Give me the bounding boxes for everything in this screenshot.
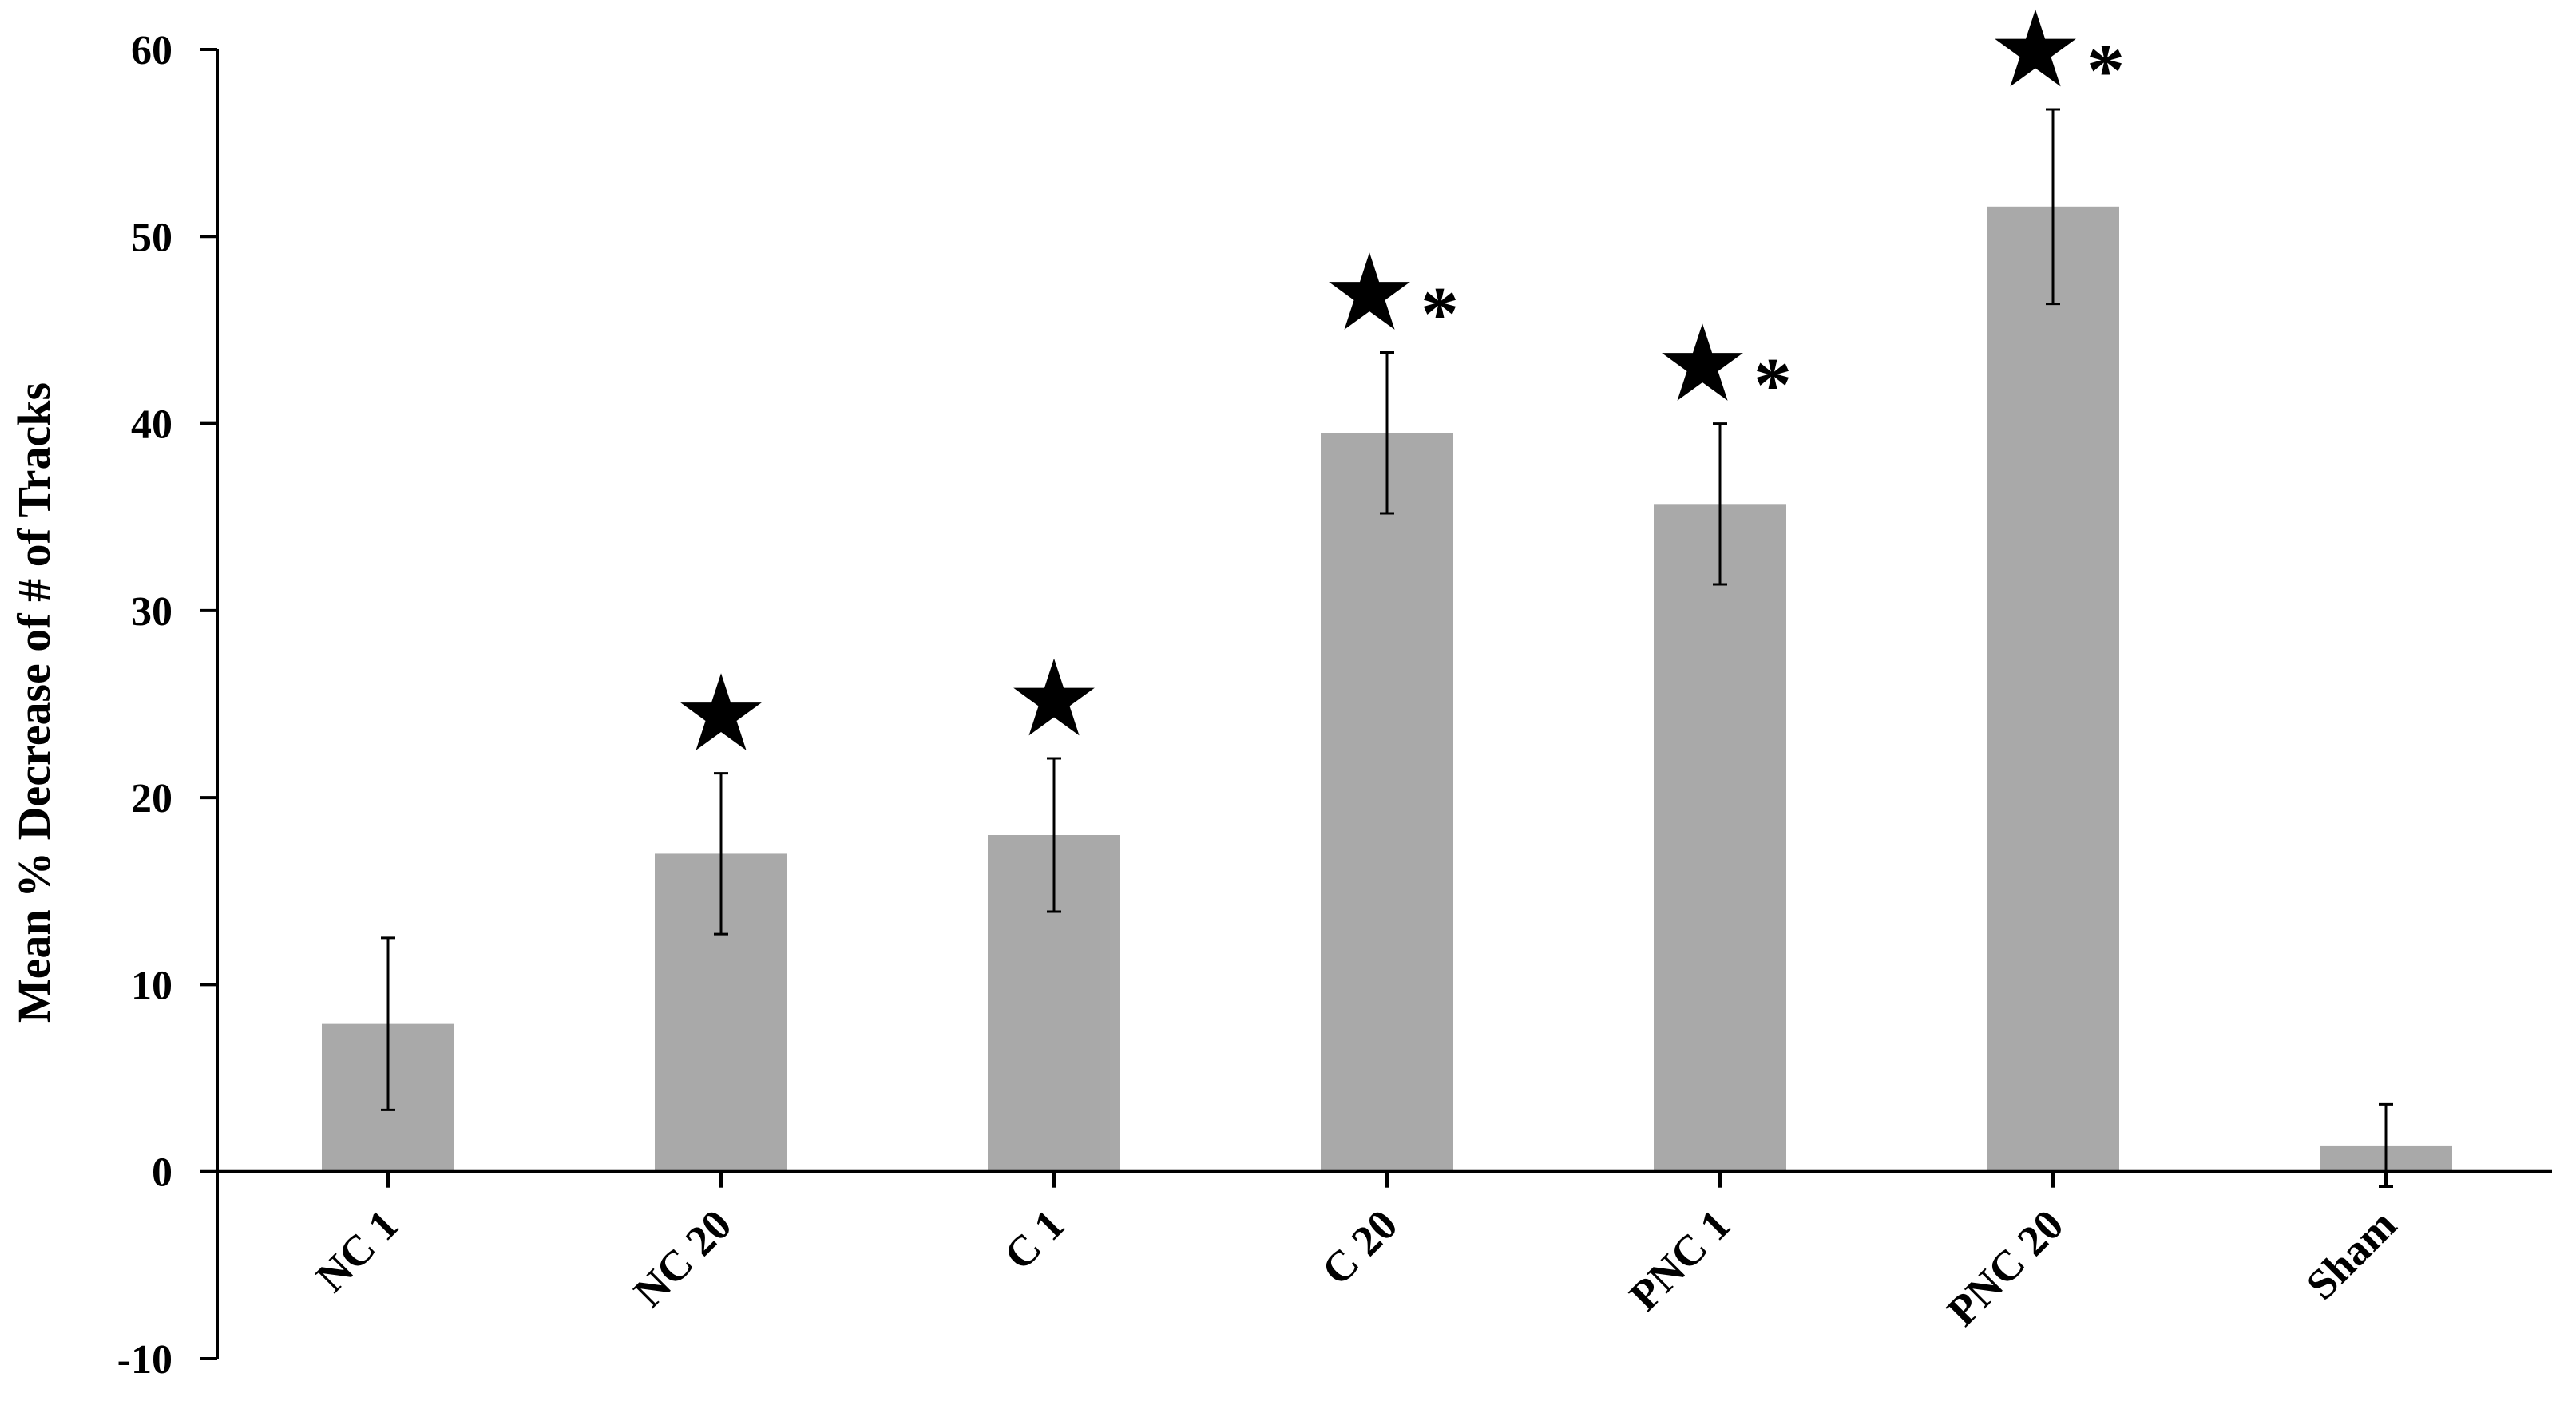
y-tick-label: 50	[131, 215, 172, 260]
y-tick-label: 40	[131, 402, 172, 448]
error-bar-nc-20	[714, 772, 728, 936]
x-tick-label: PNC 1	[1620, 1201, 1740, 1320]
y-tick-label: 0	[152, 1150, 172, 1196]
significance-star-icon: ★	[1660, 313, 1745, 418]
significance-star-icon: ★	[1327, 242, 1412, 346]
significance-star-icon: ★	[679, 663, 763, 767]
error-bar-c-1	[1047, 757, 1061, 913]
axes-layer	[200, 48, 2552, 1360]
bar-pnc-1	[1654, 504, 1786, 1172]
x-tick-label: Sham	[2297, 1201, 2406, 1309]
y-tick-label: -10	[117, 1337, 172, 1383]
x-tick-label: C 20	[1313, 1201, 1407, 1295]
y-tick-label: 10	[131, 963, 172, 1008]
bar-c-20	[1321, 433, 1453, 1172]
y-tick-label: 30	[131, 589, 172, 635]
error-bar-pnc-1	[1713, 422, 1727, 586]
x-tick-label: C 1	[995, 1201, 1074, 1280]
y-tick-label: 60	[131, 28, 172, 73]
error-bar-pnc-20	[2046, 108, 2060, 306]
significance-asterisk: *	[1421, 271, 1459, 357]
error-bar-c-20	[1380, 351, 1394, 515]
significance-layer: ★ ★★ * ★ *★ *	[679, 0, 2125, 767]
x-tick-label: PNC 20	[1938, 1201, 2073, 1336]
bars-layer	[322, 206, 2452, 1172]
y-tick-label: 20	[131, 776, 172, 821]
x-tick-label: NC 1	[307, 1201, 407, 1301]
x-tick-label: NC 20	[624, 1201, 740, 1316]
y-axis-title: Mean % Decrease of # of Tracks	[8, 382, 60, 1023]
error-bars-layer	[381, 108, 2393, 1188]
error-bar-nc-1	[381, 936, 395, 1111]
significance-asterisk: *	[1754, 342, 1792, 428]
significance-star-icon: ★	[1993, 0, 2078, 103]
significance-star-icon: ★	[1012, 647, 1096, 752]
significance-asterisk: *	[2087, 28, 2125, 113]
bar-pnc-20	[1987, 206, 2119, 1172]
